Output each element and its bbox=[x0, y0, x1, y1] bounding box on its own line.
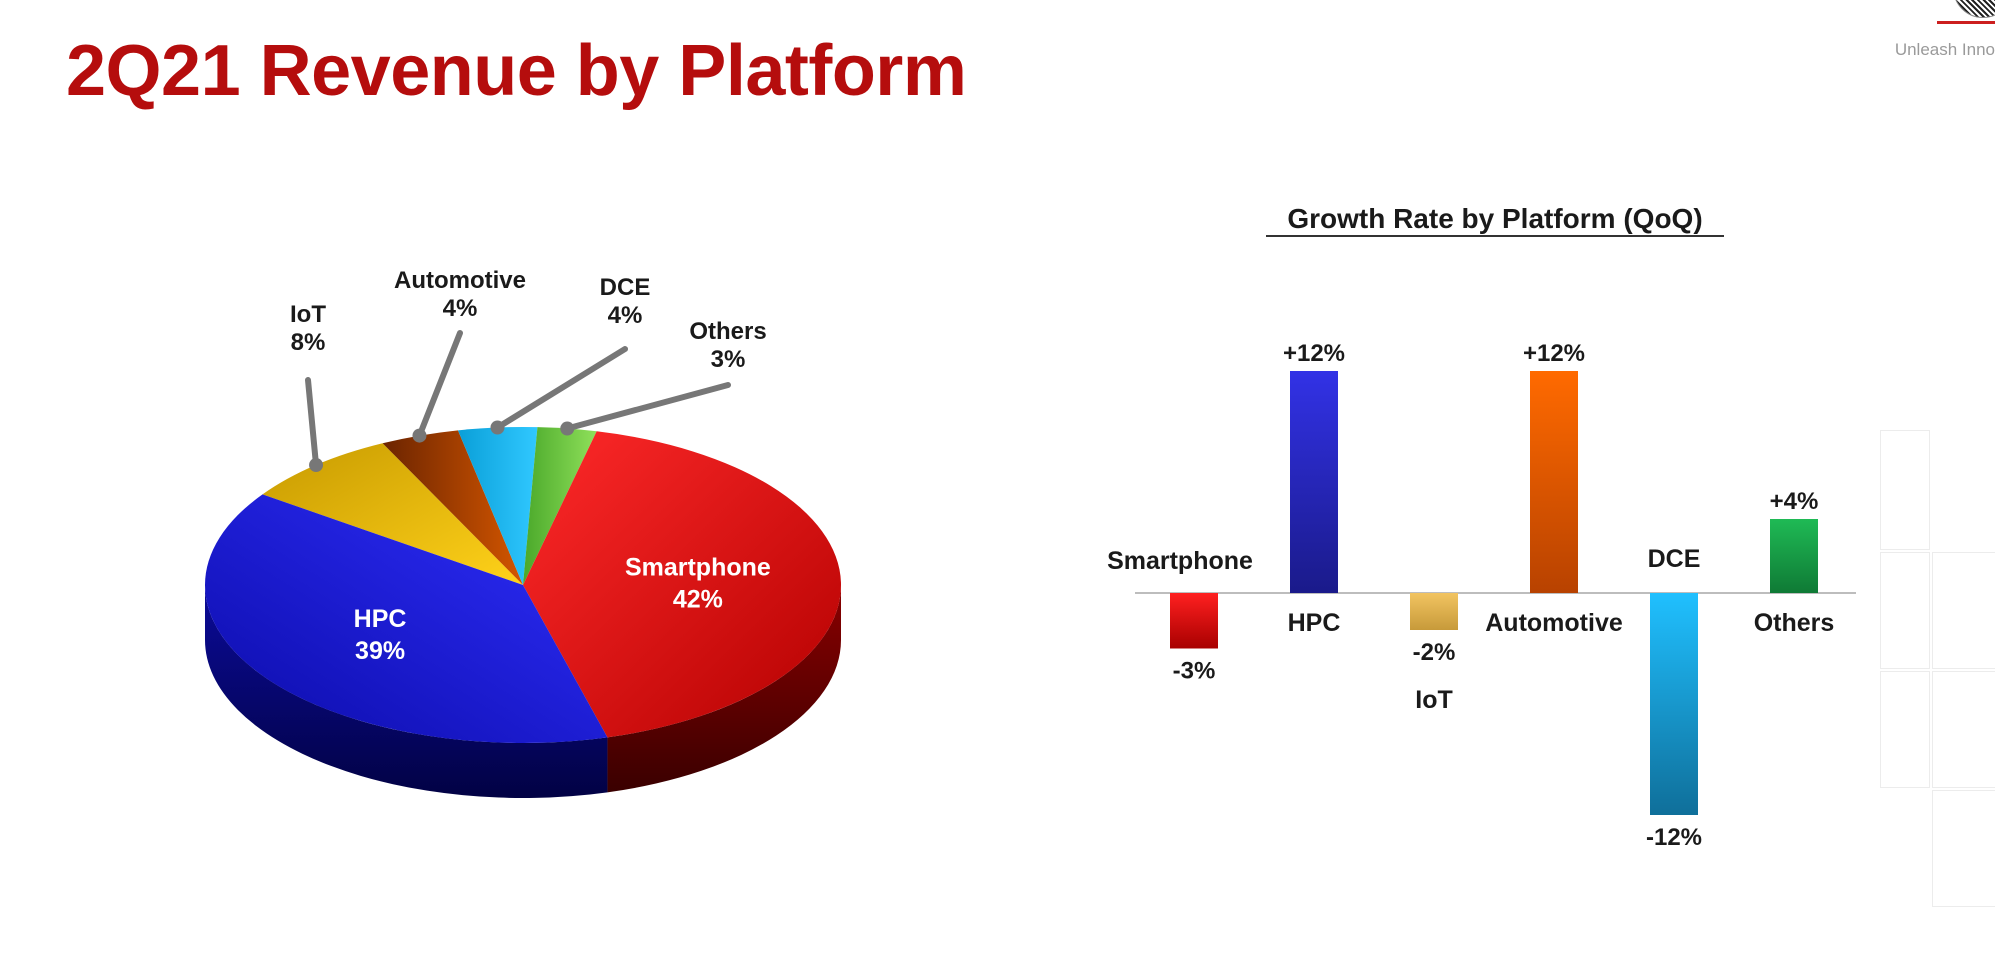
pie-leader-dot-iot bbox=[309, 458, 324, 473]
growth-bar-chart: Growth Rate by Platform (QoQ) -3% Smartph… bbox=[1107, 203, 1856, 851]
pie-label-others: Others bbox=[689, 318, 766, 345]
pie-leader-dot-automotive bbox=[412, 428, 427, 443]
bar-category-iot: IoT bbox=[1415, 686, 1453, 714]
pie-leader-automotive bbox=[416, 330, 463, 439]
bar-category-dce: DCE bbox=[1648, 545, 1701, 573]
pie-leader-others bbox=[564, 382, 731, 432]
pie-slice-others bbox=[523, 427, 597, 585]
pie-slice-iot bbox=[262, 443, 523, 585]
bar-automotive bbox=[1530, 371, 1578, 593]
bar-category-automotive: Automotive bbox=[1485, 609, 1623, 637]
bar-value-hpc: +12% bbox=[1283, 340, 1345, 367]
bar-value-others: +4% bbox=[1770, 488, 1819, 515]
pie-slice-dce bbox=[457, 427, 538, 585]
pie-slice-hpc bbox=[204, 494, 608, 744]
pie-value-automotive: 4% bbox=[443, 295, 478, 322]
pie-label-smartphone: Smartphone bbox=[625, 553, 771, 581]
pie-leader-iot bbox=[305, 377, 320, 469]
pie-slice-smartphone bbox=[523, 431, 842, 738]
bar-chart-title: Growth Rate by Platform (QoQ) bbox=[1287, 203, 1702, 234]
pie-side-smartphone bbox=[607, 585, 841, 793]
brand-tagline: Unleash Inno bbox=[1894, 40, 1995, 59]
bar-category-others: Others bbox=[1754, 609, 1835, 637]
pie-side-hpc bbox=[205, 585, 608, 798]
brand-area: Unleash Inno bbox=[1885, 0, 1995, 70]
bar-category-smartphone: Smartphone bbox=[1107, 547, 1253, 575]
pie-label-iot: IoT bbox=[290, 301, 326, 328]
bar-value-automotive: +12% bbox=[1523, 340, 1585, 367]
pie-leader-dot-dce bbox=[490, 420, 505, 435]
bar-value-dce: -12% bbox=[1646, 824, 1702, 851]
bar-value-iot: -2% bbox=[1413, 639, 1456, 666]
bar-smartphone bbox=[1170, 593, 1218, 649]
bar-hpc bbox=[1290, 371, 1338, 593]
pie-slice-automotive bbox=[382, 430, 523, 585]
pie-depth bbox=[205, 585, 841, 798]
pie-value-iot: 8% bbox=[291, 329, 326, 356]
background-grid bbox=[1880, 430, 1995, 957]
bar-dce bbox=[1650, 593, 1698, 815]
pie-label-automotive: Automotive bbox=[394, 267, 526, 294]
bar-iot bbox=[1410, 593, 1458, 630]
pie-leader-dce bbox=[494, 346, 628, 431]
pie-value-smartphone: 42% bbox=[673, 585, 723, 613]
bar-value-smartphone: -3% bbox=[1173, 658, 1216, 685]
pie-label-dce: DCE bbox=[600, 274, 651, 301]
pie-leader-dot-others bbox=[560, 421, 575, 436]
pie-label-hpc: HPC bbox=[354, 605, 407, 633]
bar-others bbox=[1770, 519, 1818, 593]
brand-rule bbox=[1937, 21, 1995, 24]
bar-category-hpc: HPC bbox=[1288, 609, 1341, 637]
pie-value-others: 3% bbox=[711, 346, 746, 373]
pie-value-dce: 4% bbox=[608, 302, 643, 329]
revenue-pie-chart: IoT8%Automotive4%DCE4%Others3%Smartphone… bbox=[204, 267, 842, 798]
pie-value-hpc: 39% bbox=[355, 637, 405, 665]
slide-title: 2Q21 Revenue by Platform bbox=[66, 31, 967, 111]
